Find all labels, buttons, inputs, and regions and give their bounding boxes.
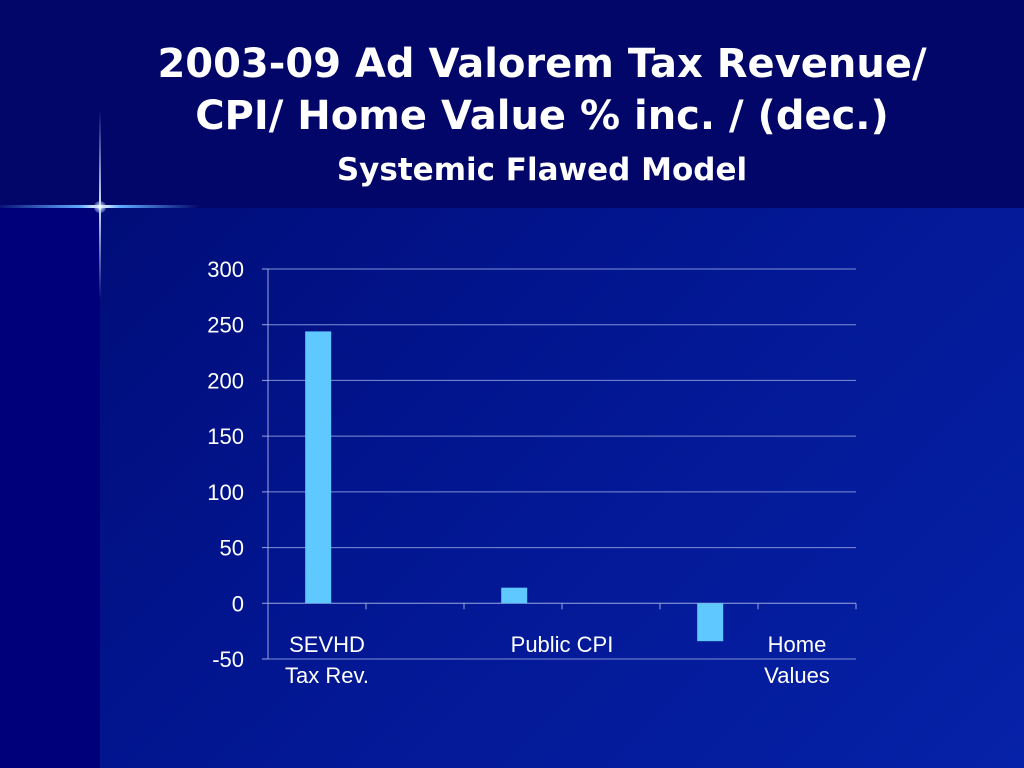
- x-category-label: Home Values: [764, 632, 830, 688]
- y-tick-label: 300: [207, 257, 244, 282]
- y-tick-label: 50: [220, 536, 244, 561]
- y-tick-label: -50: [212, 647, 244, 672]
- slide-subtitle: Systemic Flawed Model: [336, 152, 748, 188]
- y-tick-label: 150: [207, 424, 244, 449]
- slide-title-line-1: 2003-09 Ad Valorem Tax Revenue/: [157, 41, 927, 87]
- x-category-label: Public CPI: [511, 632, 614, 657]
- bar: [697, 603, 724, 642]
- bar: [501, 587, 528, 604]
- y-tick-label: 100: [207, 480, 244, 505]
- y-tick-label: 250: [207, 313, 244, 338]
- x-category-label: SEVHD Tax Rev.: [285, 632, 369, 688]
- slide-title-line-2: CPI/ Home Value % inc. / (dec.): [195, 93, 889, 139]
- y-tick-label: 0: [232, 591, 244, 616]
- title-band: [0, 0, 1024, 208]
- bar: [305, 331, 332, 604]
- slide-title: 2003-09 Ad Valorem Tax Revenue/ CPI/ Hom…: [0, 38, 1024, 142]
- sparkle-star-icon: [94, 201, 106, 213]
- y-tick-label: 200: [207, 368, 244, 393]
